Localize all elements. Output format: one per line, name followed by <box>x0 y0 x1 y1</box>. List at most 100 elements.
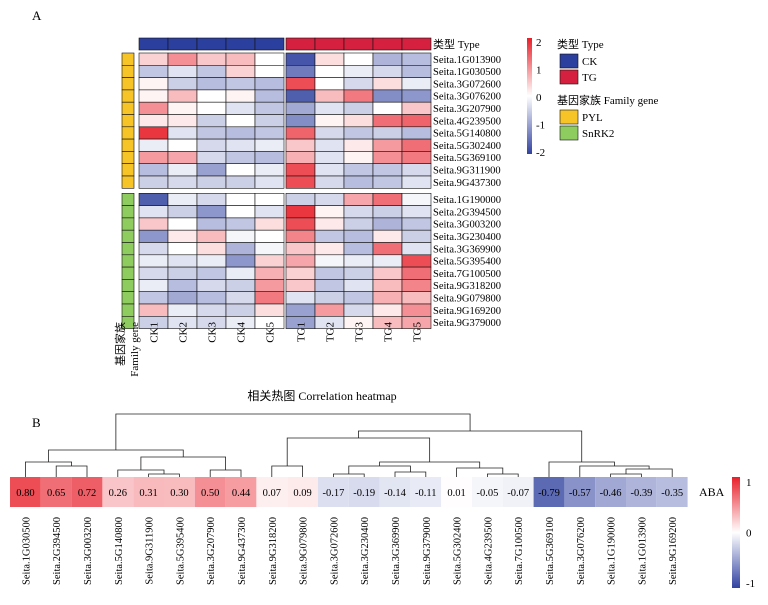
dendrogram-branch <box>625 468 673 477</box>
heatmap-cell <box>167 138 198 152</box>
heatmap-cell <box>285 151 316 164</box>
correlation-value: 0.72 <box>78 488 96 499</box>
heatmap-cell <box>372 175 403 189</box>
heatmap-cell <box>314 279 345 292</box>
heatmap-cell <box>138 126 169 140</box>
legend-swatch <box>559 109 579 125</box>
row-label: Seita.1G190000 <box>433 195 501 206</box>
family-cell <box>121 193 135 206</box>
dendrogram-branch <box>548 461 615 477</box>
heatmap-cell <box>314 77 345 91</box>
heatmap-cell <box>314 65 345 78</box>
row-label: ABA <box>699 485 725 499</box>
heatmap-cell <box>167 254 198 268</box>
heatmap-cell <box>343 138 374 152</box>
dendrogram-branch <box>579 465 650 477</box>
heatmap-cell <box>343 101 374 115</box>
type-cell <box>167 37 198 51</box>
heatmap-cell <box>343 242 374 256</box>
correlation-value: 0.44 <box>232 488 251 499</box>
correlation-cell <box>318 477 349 507</box>
row-label: Seita.5G369100 <box>433 153 501 164</box>
heatmap-cell <box>167 126 198 140</box>
heatmap-cell <box>372 114 403 128</box>
dendrogram-branch <box>115 413 471 450</box>
gene-label: Seita.9G311900 <box>145 517 156 585</box>
gene-label: Seita.7G100500 <box>514 517 525 585</box>
type-cell <box>314 37 345 51</box>
correlation-cell <box>256 477 288 507</box>
heatmap-cell <box>196 114 227 128</box>
heatmap-cell <box>225 126 256 140</box>
gene-label: Seita.3G230400 <box>360 517 371 585</box>
row-label: Seita.9G318200 <box>433 281 501 292</box>
correlation-value: 0.80 <box>16 488 34 499</box>
column-label: TG4 <box>383 322 395 343</box>
panel-a-label: A <box>32 8 42 23</box>
correlation-value: -0.79 <box>538 488 560 499</box>
heatmap-cell <box>196 65 227 78</box>
heatmap-cell <box>138 151 169 164</box>
heatmap-cell <box>401 229 432 243</box>
color-scale-bar <box>527 38 532 154</box>
heatmap-cell <box>314 217 345 231</box>
row-label: Seita.1G030500 <box>433 67 501 78</box>
heatmap-cell <box>343 229 374 243</box>
heatmap-cell <box>167 205 198 219</box>
correlation-cell <box>595 477 626 507</box>
correlation-value: 0.50 <box>201 488 219 499</box>
correlation-cell <box>71 477 103 507</box>
correlation-cell <box>225 477 257 507</box>
dendrogram-branch <box>209 469 242 477</box>
heatmap-cell <box>343 175 374 189</box>
heatmap-cell <box>401 175 432 189</box>
correlation-value: -0.39 <box>630 488 652 499</box>
heatmap-cell <box>343 205 374 219</box>
gene-label: Seita.1G013900 <box>637 517 648 585</box>
heatmap-cell <box>254 217 285 231</box>
heatmap-cell <box>196 101 227 115</box>
dendrogram-branch <box>140 456 226 470</box>
scale-tick-label: 0 <box>536 92 542 104</box>
family-cell <box>121 52 135 66</box>
heatmap-cell <box>401 52 432 66</box>
type-cell <box>343 37 374 51</box>
dendrogram-branch <box>487 473 519 477</box>
heatmap-cell <box>314 89 345 103</box>
gene-label: Seita.5G140800 <box>114 517 125 585</box>
row-label: Seita.3G072600 <box>433 79 501 90</box>
correlation-value: -0.35 <box>661 488 683 499</box>
dendrogram-branch <box>55 465 88 477</box>
heatmap-cell <box>196 138 227 152</box>
heatmap-cell <box>372 151 403 164</box>
heatmap-cell <box>285 279 316 292</box>
heatmap-cell <box>254 138 285 152</box>
gene-label: Seita.3G072600 <box>329 517 340 585</box>
heatmap-cell <box>138 205 169 219</box>
correlation-cell <box>40 477 72 507</box>
correlation-cell <box>472 477 503 507</box>
heatmap-cell <box>314 175 345 189</box>
heatmap-cell <box>343 254 374 268</box>
heatmap-cell <box>285 217 316 231</box>
correlation-cell <box>564 477 596 507</box>
chart-title: 相关热图 Correlation heatmap <box>247 389 396 403</box>
heatmap-cell <box>196 229 227 243</box>
legend-family-title: 基因家族 Family gene <box>557 93 659 107</box>
correlation-cell <box>656 477 688 507</box>
heatmap-cell <box>314 303 345 317</box>
gene-label: Seita.3G003200 <box>83 517 94 585</box>
dendrogram-branch <box>117 469 165 477</box>
heatmap-cell <box>401 279 432 292</box>
correlation-value: -0.17 <box>322 488 344 499</box>
heatmap-cell <box>167 114 198 128</box>
family-cell <box>121 151 135 164</box>
heatmap-cell <box>285 126 316 140</box>
heatmap-cell <box>314 163 345 177</box>
heatmap-cell <box>401 193 432 206</box>
heatmap-cell <box>196 254 227 268</box>
heatmap-cell <box>138 254 169 268</box>
row-label: Seita.3G230400 <box>433 232 501 243</box>
scale-tick-label: 1 <box>536 65 542 77</box>
correlation-value: 0.26 <box>109 488 127 499</box>
